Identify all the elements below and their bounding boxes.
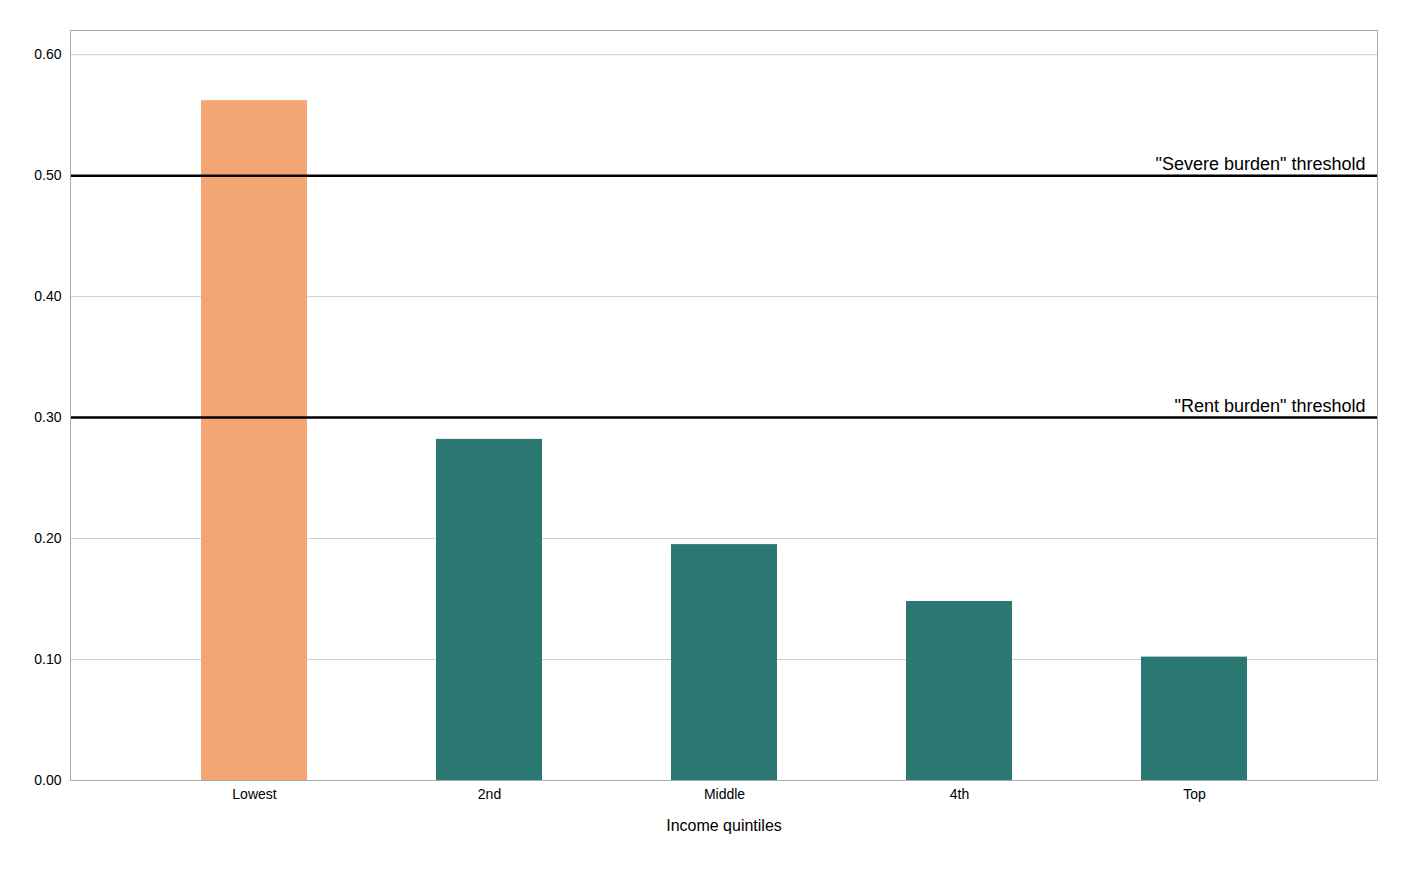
svg-text:4th: 4th: [950, 786, 969, 802]
svg-text:Middle: Middle: [704, 786, 745, 802]
svg-text:Top: Top: [1183, 786, 1206, 802]
svg-text:0.50: 0.50: [34, 167, 61, 183]
svg-text:0.40: 0.40: [34, 288, 61, 304]
svg-text:0.60: 0.60: [34, 46, 61, 62]
svg-text:0.20: 0.20: [34, 530, 61, 546]
svg-text:0.00: 0.00: [34, 772, 61, 788]
svg-text:0.10: 0.10: [34, 651, 61, 667]
svg-text:Income quintiles: Income quintiles: [666, 817, 782, 834]
svg-text:"Severe burden" threshold: "Severe burden" threshold: [1156, 154, 1366, 174]
svg-text:Lowest: Lowest: [232, 786, 276, 802]
svg-text:"Rent burden" threshold: "Rent burden" threshold: [1175, 396, 1366, 416]
svg-text:2nd: 2nd: [478, 786, 501, 802]
svg-text:0.30: 0.30: [34, 409, 61, 425]
